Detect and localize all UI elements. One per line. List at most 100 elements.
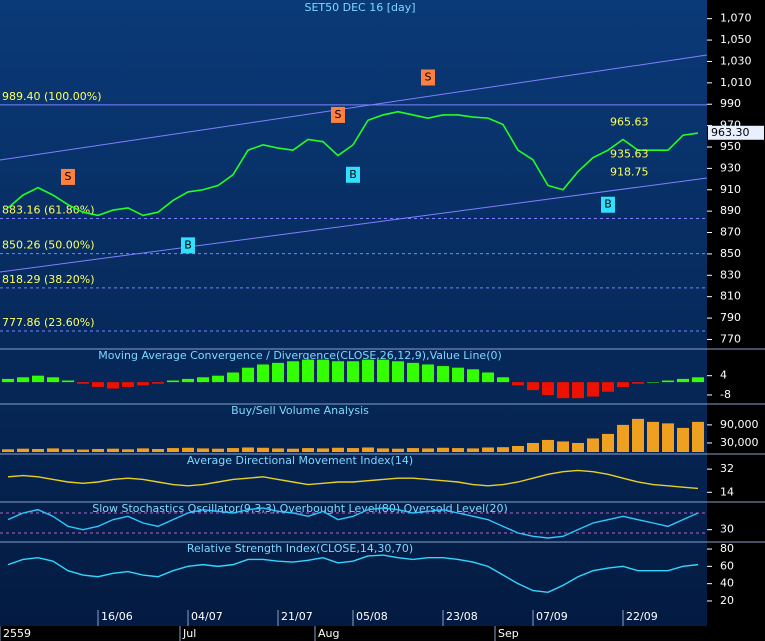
y-tick-label: 14 xyxy=(720,485,734,498)
bar xyxy=(107,448,119,452)
bar xyxy=(617,424,629,452)
bar xyxy=(212,448,224,452)
bar xyxy=(2,378,14,383)
x-tick-label: 23/08 xyxy=(446,610,478,623)
bar xyxy=(452,448,464,452)
bar xyxy=(92,448,104,452)
month-label: 2559 xyxy=(3,627,31,640)
month-label: Sep xyxy=(498,627,519,640)
bar xyxy=(197,377,209,383)
y-tick-label: 790 xyxy=(720,311,741,324)
bar xyxy=(332,361,344,383)
bar xyxy=(542,439,554,452)
fib-label: 883.16 (61.80%) xyxy=(2,203,95,216)
time-axis-background xyxy=(0,626,765,641)
x-tick-label: 07/09 xyxy=(536,610,568,623)
bar xyxy=(527,382,539,391)
bar xyxy=(302,448,314,452)
bar xyxy=(62,449,74,452)
channel-line xyxy=(0,177,708,273)
month-label: Aug xyxy=(318,627,339,640)
signal-label: B xyxy=(184,238,192,251)
bar xyxy=(47,448,59,452)
bar xyxy=(482,372,494,383)
bar xyxy=(647,421,659,452)
month-label: Jul xyxy=(182,627,196,640)
y-tick-label: 950 xyxy=(720,140,741,153)
x-tick-label: 16/06 xyxy=(101,610,133,623)
signal-marker xyxy=(331,106,345,123)
price-level-label: 935.63 xyxy=(610,147,649,160)
signal-marker xyxy=(61,168,75,185)
signal-label: S xyxy=(65,170,72,183)
bar xyxy=(437,366,449,383)
bar xyxy=(422,364,434,383)
bar xyxy=(407,448,419,452)
bar xyxy=(632,382,644,384)
bar xyxy=(512,382,524,386)
bar xyxy=(212,375,224,383)
bar xyxy=(62,380,74,383)
bar xyxy=(587,438,599,452)
bar xyxy=(437,447,449,452)
x-tick-label: 04/07 xyxy=(191,610,223,623)
series-line xyxy=(7,507,699,539)
panel-title: Average Directional Movement Index(14) xyxy=(187,454,413,467)
y-tick-label: 30 xyxy=(720,523,734,536)
bar xyxy=(122,382,134,387)
signal-label: B xyxy=(349,168,357,181)
y-tick-label: 830 xyxy=(720,268,741,281)
price-level-label: 918.75 xyxy=(610,165,649,178)
series-line xyxy=(7,110,699,217)
bar xyxy=(182,447,194,452)
bar xyxy=(527,442,539,452)
bar xyxy=(2,449,14,452)
bar xyxy=(407,362,419,383)
bar xyxy=(482,447,494,452)
bar xyxy=(332,447,344,452)
bar xyxy=(317,448,329,452)
bar xyxy=(32,448,44,452)
bar xyxy=(47,377,59,383)
bar xyxy=(242,447,254,452)
bar xyxy=(662,380,674,383)
y-tick-label: 30,000 xyxy=(720,436,759,449)
bar xyxy=(242,367,254,383)
x-tick-label: 22/09 xyxy=(626,610,658,623)
bar xyxy=(257,364,269,383)
price-level-label: 965.63 xyxy=(610,115,649,128)
signal-label: S xyxy=(425,70,432,83)
fib-label: 989.40 (100.00%) xyxy=(2,90,102,103)
bar xyxy=(362,447,374,452)
bar xyxy=(167,380,179,383)
bar xyxy=(302,359,314,383)
series-line xyxy=(7,469,699,490)
bar xyxy=(467,448,479,452)
last-price-label: 963.30 xyxy=(711,126,750,139)
y-tick-label: 1,070 xyxy=(720,12,752,25)
bar xyxy=(77,449,89,452)
bar xyxy=(107,382,119,389)
y-tick-label: 990 xyxy=(720,97,741,110)
axis-background xyxy=(707,0,765,641)
bar xyxy=(317,359,329,383)
y-tick-label: 90,000 xyxy=(720,418,759,431)
y-tick-label: 910 xyxy=(720,183,741,196)
bar xyxy=(257,447,269,452)
bar xyxy=(662,423,674,452)
y-tick-label: 1,030 xyxy=(720,54,752,67)
bar xyxy=(677,378,689,383)
bar xyxy=(392,361,404,383)
fib-label: 818.29 (38.20%) xyxy=(2,273,95,286)
bar xyxy=(287,361,299,383)
y-tick-label: 60 xyxy=(720,559,734,572)
bar xyxy=(287,448,299,452)
bar xyxy=(452,367,464,383)
bar xyxy=(347,361,359,383)
y-tick-label: 770 xyxy=(720,332,741,345)
bar xyxy=(572,382,584,399)
bar xyxy=(122,449,134,452)
bar xyxy=(557,382,569,399)
